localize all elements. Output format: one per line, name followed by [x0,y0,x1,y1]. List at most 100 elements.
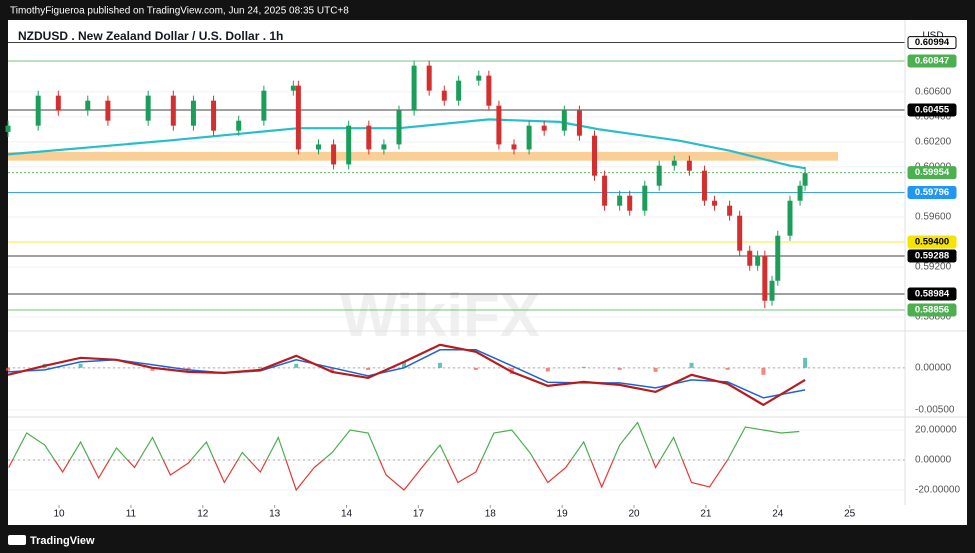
x-tick-label: 21 [700,509,712,520]
histogram-bar [803,357,808,368]
candle-body [737,215,743,251]
level-tag [907,54,957,68]
candle-body [366,125,372,150]
candle-body [411,65,417,111]
candle-body [762,255,768,301]
candle-body [170,95,176,126]
candle-body [346,125,352,165]
histogram-bar [473,367,478,370]
y-tick-label: 0.00000 [915,455,952,466]
histogram-bar [761,367,766,375]
candle-body [261,90,267,121]
x-tick-label: 25 [844,509,856,520]
histogram-bar [330,367,335,372]
candle-body [787,200,793,236]
histogram-bar [545,367,550,372]
watermark: WikiFX [340,282,539,349]
histogram-bar [150,367,155,371]
x-tick-label: 17 [413,509,425,520]
level-label: 0.59954 [915,167,950,178]
x-tick-label: 13 [269,509,281,520]
author-line: TimothyFigueroa published on TradingView… [10,6,349,17]
zone [8,151,838,161]
x-tick-label: 18 [485,509,497,520]
histogram-bar [6,367,10,371]
candle-body [381,144,387,150]
candle-body [456,80,462,101]
level-tag [907,36,957,50]
candle-body [617,195,623,206]
histogram-bar [78,363,83,368]
y-tick-label: 0.59600 [915,212,952,223]
histogram-bar [689,362,694,368]
macd-line [7,343,806,407]
level-label: 0.59796 [915,187,949,198]
histogram-bar [402,361,407,368]
candle-body [105,100,111,121]
candle-body [541,125,547,131]
candle-body [802,173,808,186]
candle-body [712,200,718,206]
x-tick-label: 20 [628,509,640,520]
level-label: 0.60455 [915,105,950,116]
level-label: 0.60994 [915,37,950,48]
candle-body [290,85,296,91]
level-label: 0.60847 [915,56,949,67]
candle-body [592,135,597,176]
candle-body [295,85,301,150]
brand-logo [8,535,26,545]
candle-body [656,165,662,186]
candle-body [627,195,633,211]
candle-body [755,255,761,266]
x-tick-label: 11 [126,509,137,520]
x-tick-label: 24 [772,509,784,520]
candle-body [775,235,781,281]
x-tick-label: 14 [341,509,353,520]
y-tick-label: 0.58800 [915,312,952,323]
level-tag [907,103,957,117]
candle-body [426,65,432,91]
candle-body [441,90,447,101]
y-tick-label: 0.00000 [915,362,952,373]
histogram-bar [437,362,442,368]
candle-body [5,125,11,132]
y-tick-label: 20.00000 [915,425,957,436]
candle-body [511,144,517,150]
candle-body [476,75,482,81]
brand: TradingView [30,535,95,547]
candle-body [496,105,502,145]
level-tag [907,249,957,263]
candle-body [145,95,151,121]
moving-average [7,118,806,170]
y-tick-label: 0.60200 [915,137,952,148]
y-tick-label: -20.00000 [915,485,960,496]
candle-body [797,185,803,201]
oscillator-negative [8,460,729,492]
level-tag [907,185,957,199]
histogram-bar [581,366,586,368]
candle-body [190,100,196,126]
histogram-bar [258,366,263,368]
candle-body [727,205,733,216]
candle-body [396,110,402,145]
candle-body [701,170,707,201]
candle-body [35,95,41,126]
level-label: 0.59288 [915,250,949,261]
x-tick-label: 10 [53,509,65,520]
histogram-bar [653,367,658,372]
x-tick-label: 19 [557,509,569,520]
level-label: 0.59400 [915,236,949,247]
oscillator-positive [11,421,800,461]
candle-body [642,185,648,211]
y-tick-label: 0.60400 [915,112,952,123]
level-tag [907,287,957,301]
candle-body [526,125,532,150]
level-tag [907,166,957,180]
y-tick-label: 0.60600 [915,87,952,98]
level-label: 0.58856 [915,305,949,316]
x-tick-label: 12 [197,509,209,520]
candle-body [486,75,492,106]
candle-body [331,144,337,165]
